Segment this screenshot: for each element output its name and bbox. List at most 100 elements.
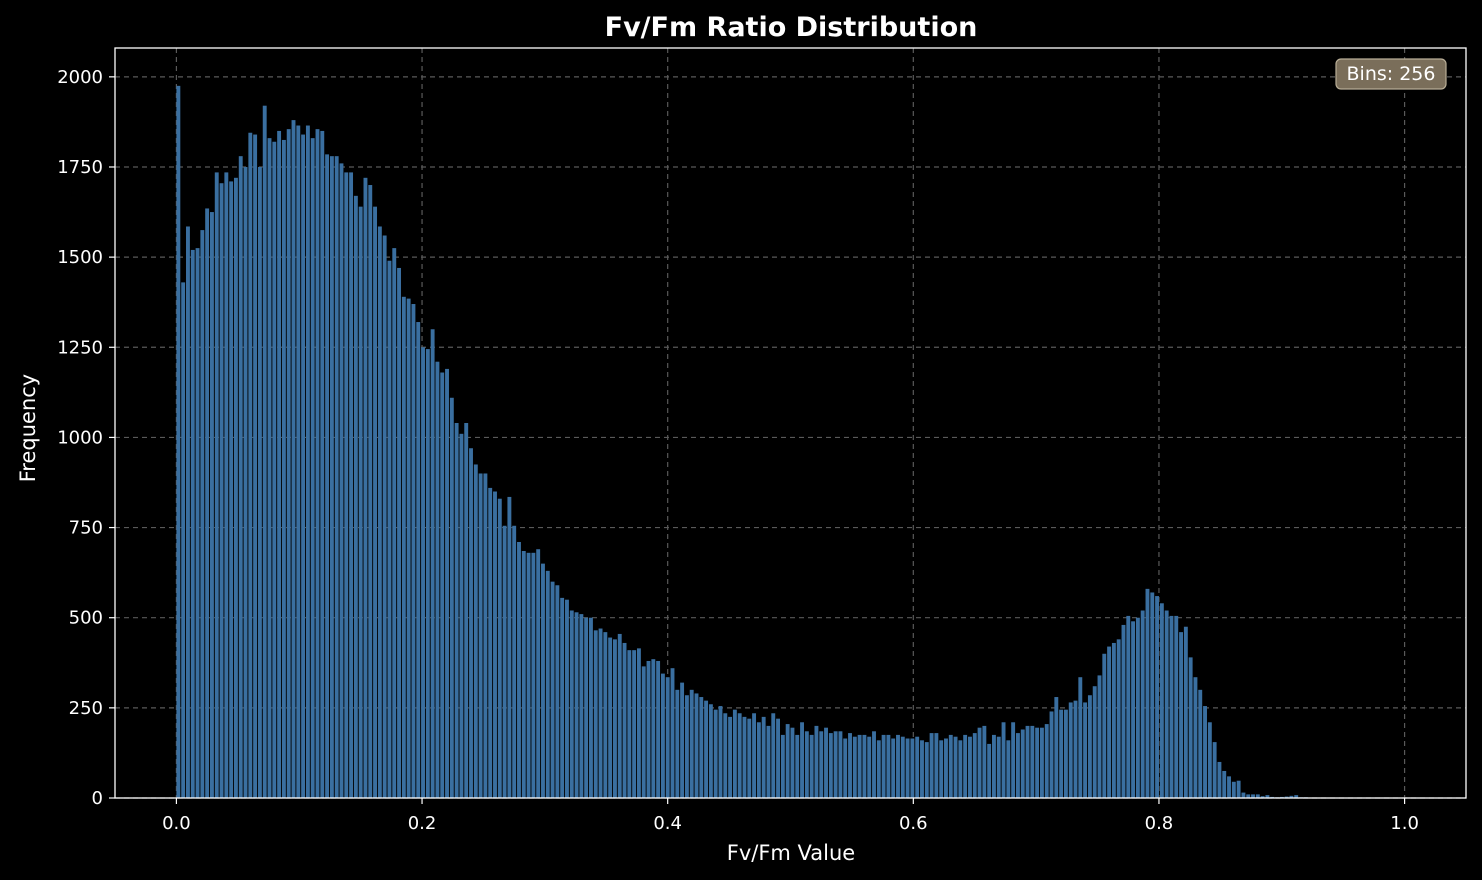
- histogram-bar: [392, 248, 397, 799]
- histogram-bar: [660, 673, 665, 798]
- y-tick-label: 500: [69, 608, 103, 629]
- histogram-bar: [708, 704, 713, 798]
- histogram-bar: [464, 423, 469, 798]
- histogram-bar: [257, 166, 262, 799]
- histogram-bar: [1116, 639, 1121, 798]
- histogram-bar: [401, 296, 406, 798]
- histogram-bar: [785, 724, 790, 798]
- histogram-bar: [800, 722, 804, 798]
- y-tick-label: 1500: [57, 247, 103, 268]
- histogram-bar: [238, 156, 243, 798]
- histogram-bar: [1222, 770, 1227, 798]
- histogram-bar: [387, 260, 392, 799]
- histogram-bar: [1159, 603, 1164, 798]
- histogram-bar: [1284, 796, 1289, 798]
- histogram-bar: [358, 206, 363, 799]
- histogram-bar: [1198, 689, 1203, 798]
- histogram-bar: [987, 743, 992, 798]
- histogram-bar: [728, 716, 733, 798]
- x-tick-label: 0.6: [899, 813, 928, 834]
- histogram-bar: [1111, 642, 1116, 798]
- histogram-bar: [718, 706, 723, 798]
- histogram-bar: [1126, 615, 1131, 798]
- histogram-bar: [776, 718, 781, 798]
- histogram-bar: [502, 525, 507, 798]
- histogram-bar: [1083, 702, 1088, 798]
- histogram-bar: [1174, 615, 1179, 798]
- histogram-bar: [526, 552, 531, 798]
- histogram-bar: [977, 727, 982, 798]
- histogram-bar: [713, 709, 718, 798]
- histogram-bar: [752, 713, 757, 798]
- histogram-bar: [991, 734, 996, 798]
- histogram-bar: [497, 498, 502, 798]
- histogram-bars: [176, 85, 1308, 799]
- histogram-bar: [699, 697, 704, 798]
- histogram-bar: [867, 736, 872, 798]
- histogram-bar: [205, 208, 210, 798]
- histogram-bar: [732, 709, 737, 798]
- histogram-bar: [555, 585, 560, 798]
- histogram-bar: [214, 172, 219, 798]
- histogram-bar: [843, 738, 848, 798]
- histogram-bar: [301, 134, 306, 799]
- histogram-bar: [766, 725, 771, 798]
- histogram-bar: [1102, 653, 1107, 798]
- histogram-bar: [411, 304, 416, 798]
- y-axis-label: Frequency: [16, 374, 40, 483]
- histogram-bar: [253, 134, 258, 799]
- histogram-bar: [1145, 588, 1150, 798]
- histogram-bar: [1039, 727, 1044, 798]
- histogram-bar: [1087, 695, 1092, 798]
- x-axis-ticks: 0.0 0.2 0.4 0.6 0.8 1.0: [162, 798, 1419, 834]
- histogram-bar: [833, 731, 838, 798]
- histogram-bar: [636, 648, 641, 798]
- histogram-bar: [737, 713, 742, 798]
- histogram-bar: [920, 740, 924, 798]
- histogram-bar: [612, 639, 617, 798]
- histogram-bar: [1183, 626, 1188, 798]
- histogram-bar: [1236, 780, 1241, 798]
- histogram-bar: [886, 734, 891, 798]
- histogram-bar: [1030, 725, 1035, 798]
- histogram-bar: [876, 740, 881, 798]
- histogram-bar: [233, 177, 238, 799]
- histogram-bar: [454, 423, 459, 798]
- histogram-bar: [1135, 617, 1140, 798]
- histogram-bar: [982, 725, 987, 798]
- histogram-bar: [608, 637, 613, 798]
- histogram-bar: [948, 734, 953, 798]
- y-tick-label: 1250: [57, 337, 103, 358]
- histogram-bar: [694, 693, 699, 798]
- histogram-bar: [363, 177, 368, 799]
- histogram-bar: [1054, 697, 1059, 798]
- histogram-bar: [1140, 610, 1145, 798]
- histogram-bar: [617, 633, 622, 798]
- histogram-bar: [1231, 781, 1236, 798]
- histogram-bar: [656, 660, 661, 798]
- histogram-bar: [219, 183, 224, 799]
- histogram-bar: [723, 713, 728, 798]
- histogram-bar: [665, 677, 670, 798]
- bins-annotation-box: [1335, 58, 1447, 90]
- histogram-bar: [579, 614, 584, 798]
- histogram-bar: [286, 129, 291, 798]
- histogram-bar: [531, 552, 536, 798]
- histogram-bar: [521, 551, 526, 798]
- histogram-bar: [1227, 776, 1231, 798]
- histogram-bar: [243, 166, 248, 799]
- histogram-bar: [550, 581, 555, 798]
- histogram-bar: [641, 666, 646, 798]
- histogram-bar: [872, 731, 876, 798]
- histogram-bar: [1001, 722, 1006, 798]
- histogram-bar: [756, 722, 761, 798]
- x-tick-label: 0.4: [653, 813, 682, 834]
- x-tick-label: 1.0: [1390, 813, 1419, 834]
- histogram-bar: [478, 473, 483, 798]
- histogram-bar: [819, 731, 824, 798]
- y-axis-ticks: 0 250 500 750 1000 1250 1500 1750 2000: [57, 67, 115, 809]
- histogram-bar: [934, 733, 939, 798]
- bins-annotation-text: Bins: 256: [1347, 63, 1436, 85]
- histogram-bar: [349, 172, 354, 798]
- histogram-bar: [1255, 794, 1260, 798]
